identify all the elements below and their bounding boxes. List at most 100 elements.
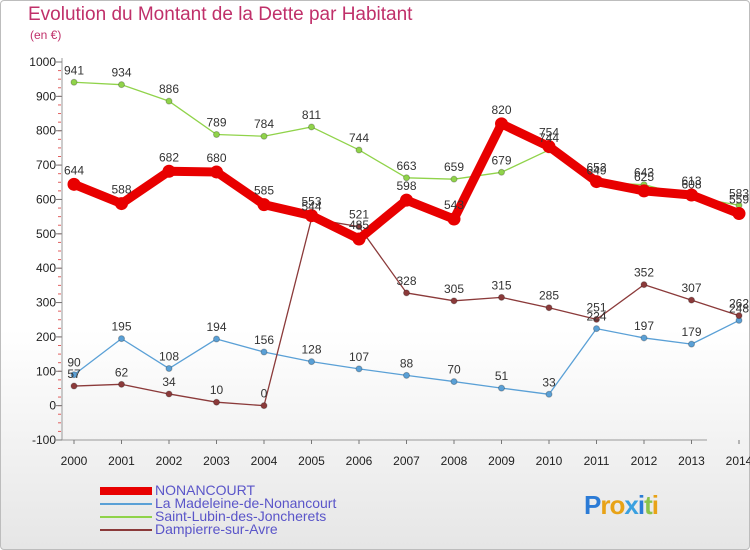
y-tick-label: 700 — [36, 158, 56, 172]
data-point — [70, 371, 78, 379]
data-point — [355, 146, 363, 154]
data-point — [165, 365, 173, 373]
data-label: 744 — [539, 131, 559, 145]
x-tick-label: 2004 — [251, 454, 278, 468]
legend-label: Saint-Lubin-des-Joncherets — [155, 508, 327, 524]
data-point — [640, 334, 648, 342]
data-label: 305 — [444, 282, 464, 296]
data-label: 90 — [67, 356, 81, 370]
legend-label: La Madeleine-de-Nonancourt — [155, 495, 337, 511]
x-tick-label: 2003 — [203, 454, 230, 468]
data-point — [403, 174, 410, 182]
x-tick-label: 2005 — [298, 454, 325, 468]
data-label: 784 — [254, 117, 274, 131]
y-tick-label: 600 — [36, 192, 56, 206]
data-point — [732, 207, 746, 221]
data-label: 315 — [491, 278, 511, 292]
data-point — [355, 223, 363, 231]
data-label: 659 — [444, 160, 464, 174]
data-label: 744 — [349, 131, 369, 145]
data-point — [308, 123, 315, 131]
y-tick-label: 800 — [36, 124, 56, 138]
data-point — [355, 365, 363, 373]
data-point — [118, 81, 125, 89]
data-label: 156 — [254, 333, 274, 347]
axes: -100010020030040050060070080090010002000… — [29, 55, 750, 468]
data-point — [593, 315, 600, 323]
data-point — [542, 140, 556, 154]
data-label: 352 — [634, 266, 654, 280]
data-point — [260, 132, 268, 140]
data-point — [450, 297, 458, 305]
data-point — [400, 193, 413, 207]
data-point — [735, 312, 743, 320]
legend-swatch — [100, 503, 152, 505]
data-label: 57 — [67, 367, 81, 381]
unit-label: (en €) — [30, 28, 62, 42]
data-label: 108 — [159, 350, 179, 364]
data-label: 682 — [159, 150, 179, 164]
data-label: 644 — [64, 163, 84, 177]
x-tick-label: 2011 — [584, 454, 610, 468]
data-point — [115, 197, 128, 211]
data-label: 754 — [539, 126, 559, 140]
legend-swatch — [100, 529, 152, 531]
data-point — [637, 184, 651, 198]
data-label: 663 — [396, 159, 416, 173]
data-label: 680 — [206, 151, 226, 165]
data-label: 485 — [349, 218, 369, 232]
x-tick-label: 2006 — [346, 454, 373, 468]
data-label: 179 — [681, 325, 701, 339]
data-point — [213, 398, 220, 406]
logo-letter: t — [644, 490, 653, 520]
data-point — [165, 390, 173, 398]
data-label: 328 — [396, 274, 416, 288]
y-tick-label: -100 — [32, 433, 56, 447]
data-point — [213, 131, 220, 139]
data-label: 613 — [681, 174, 701, 188]
data-label: 33 — [542, 375, 556, 389]
data-point — [305, 209, 318, 223]
data-label: 70 — [447, 363, 461, 377]
data-point — [640, 281, 648, 289]
series-points — [67, 78, 746, 410]
y-tick-label: 500 — [36, 227, 56, 241]
data-point — [450, 378, 458, 386]
data-point — [403, 371, 410, 379]
data-label: 195 — [111, 320, 131, 334]
data-point — [70, 78, 78, 86]
data-point — [260, 402, 268, 410]
data-label: 0 — [261, 387, 268, 401]
y-tick-label: 100 — [36, 364, 56, 378]
data-point — [685, 188, 698, 202]
legend-swatch — [100, 487, 152, 495]
data-point — [590, 175, 603, 189]
data-label: 10 — [210, 383, 224, 397]
y-tick-label: 300 — [36, 296, 56, 310]
logo-letter: o — [609, 490, 625, 520]
data-label: 544 — [301, 200, 321, 214]
data-label: 588 — [111, 183, 131, 197]
data-label: 307 — [681, 281, 701, 295]
data-label: 285 — [539, 289, 559, 303]
y-tick-label: 200 — [36, 330, 56, 344]
data-point — [498, 384, 505, 392]
legend-label: Dampierre-sur-Avre — [155, 521, 278, 537]
data-label: 262 — [729, 297, 749, 311]
data-point — [118, 335, 125, 343]
x-tick-label: 2007 — [393, 454, 420, 468]
data-label: 251 — [586, 300, 606, 314]
data-point — [593, 325, 600, 333]
x-tick-label: 2010 — [536, 454, 563, 468]
data-label: 886 — [159, 82, 179, 96]
data-point — [403, 289, 410, 297]
data-label: 107 — [349, 350, 369, 364]
data-label: 543 — [444, 198, 464, 212]
data-point — [545, 390, 553, 398]
logo-letter: r — [600, 490, 610, 520]
data-label: 941 — [64, 63, 84, 77]
data-point — [308, 358, 315, 366]
